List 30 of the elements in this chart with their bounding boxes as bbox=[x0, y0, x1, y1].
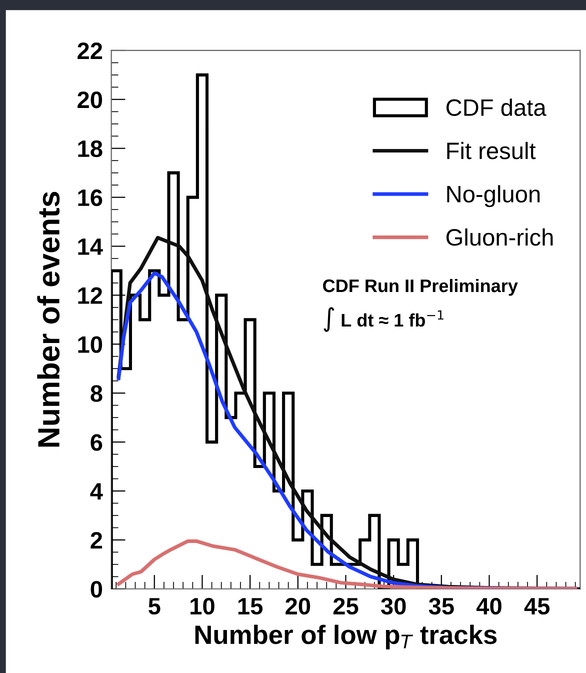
x-tick-label: 10 bbox=[190, 598, 214, 615]
x-tick-label: 35 bbox=[428, 598, 454, 615]
x-tick-label: 40 bbox=[476, 598, 502, 615]
y-tick-label: 8 bbox=[90, 385, 102, 402]
x-tick-label: 20 bbox=[286, 598, 310, 615]
x-tick-label: 5 bbox=[148, 598, 160, 615]
y-tick-label: 2 bbox=[90, 532, 102, 548]
x-tick-label: 45 bbox=[524, 598, 550, 615]
y-tick-label: 16 bbox=[78, 189, 102, 206]
y-tick-label: 12 bbox=[78, 287, 102, 304]
annotation: ∫ L dt ≈ 1 fb$^{−1}$ bbox=[324, 307, 444, 332]
y-tick-label: 14 bbox=[78, 238, 103, 255]
y-tick-label: 22 bbox=[78, 42, 102, 60]
legend-label: Gluon-rich bbox=[446, 228, 553, 246]
legend-label: CDF data bbox=[446, 98, 546, 116]
x-axis-title: Number of low p$_{T}$ tracks bbox=[195, 624, 497, 650]
legend-label: No-gluon bbox=[447, 185, 540, 208]
y-axis-title: Number of events bbox=[37, 192, 60, 447]
y-tick-label: 0 bbox=[90, 580, 102, 598]
y-tick-label: 10 bbox=[78, 336, 102, 353]
x-tick-label: 25 bbox=[333, 598, 358, 615]
y-tick-label: 20 bbox=[78, 91, 102, 108]
y-tick-label: 6 bbox=[90, 434, 102, 451]
x-tick-label: 15 bbox=[238, 598, 263, 615]
line-series bbox=[116, 539, 578, 589]
legend-label: Fit result bbox=[447, 142, 536, 160]
y-tick-label: 4 bbox=[90, 483, 103, 500]
x-tick-label: 30 bbox=[380, 598, 406, 615]
annotation: CDF Run II Preliminary bbox=[323, 278, 518, 296]
y-tick-label: 18 bbox=[78, 140, 102, 158]
